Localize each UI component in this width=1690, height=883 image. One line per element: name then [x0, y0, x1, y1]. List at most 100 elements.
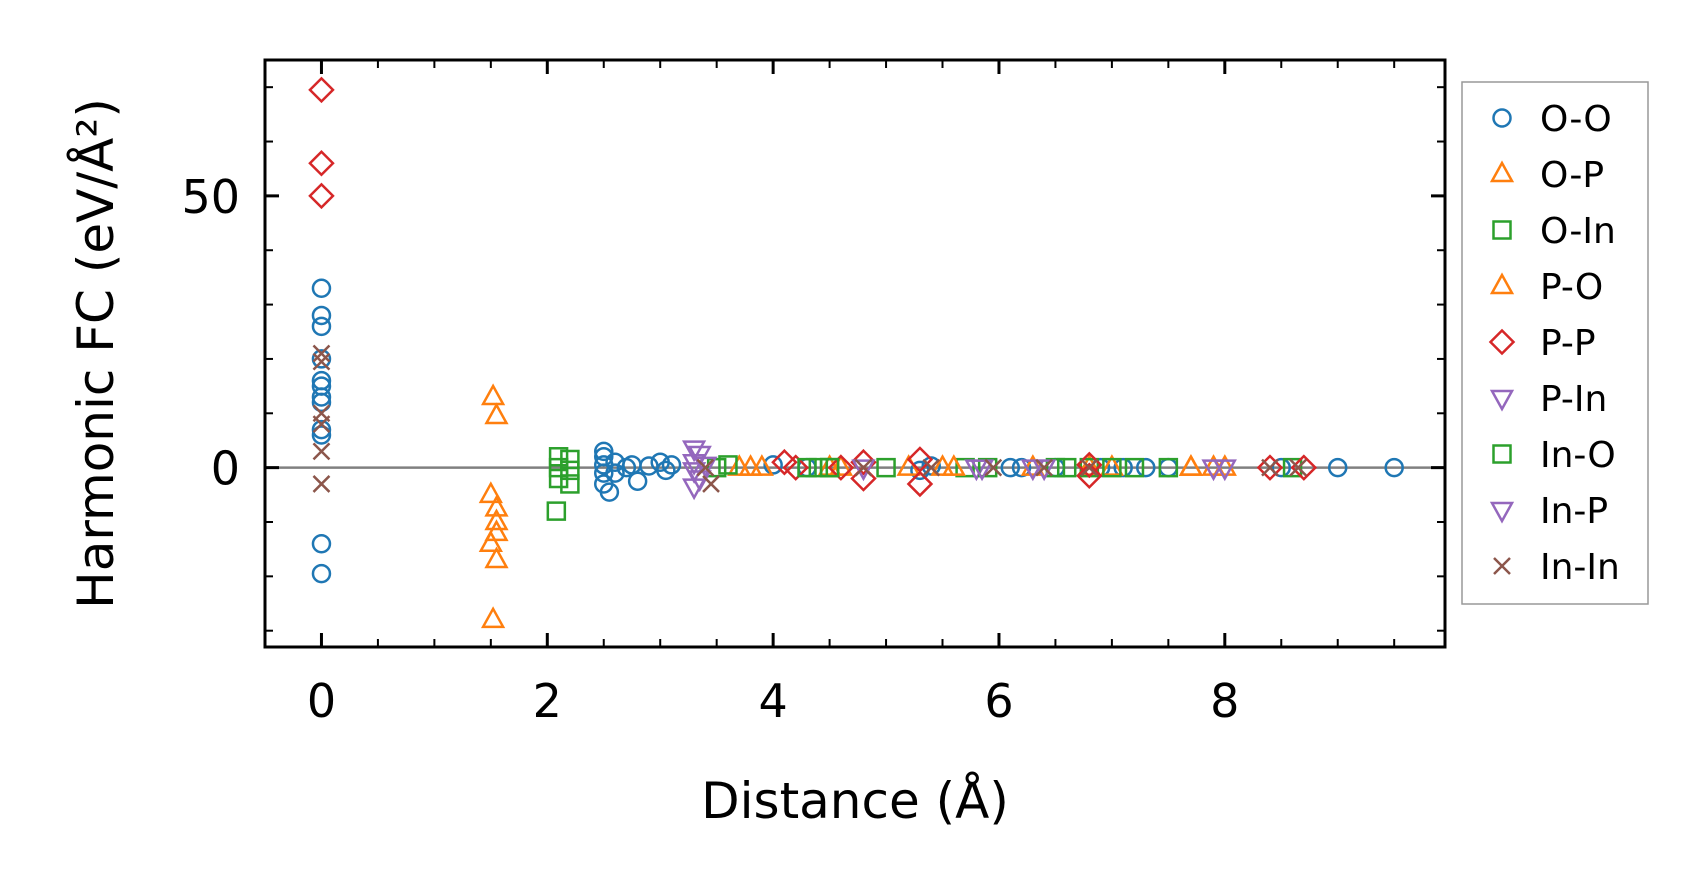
x-tick-label: 8	[1210, 674, 1239, 728]
data-point	[1178, 454, 1204, 476]
data-point	[312, 442, 331, 461]
data-point	[1113, 457, 1133, 478]
data-point	[797, 457, 817, 478]
data-point	[850, 448, 877, 476]
data-point	[311, 425, 332, 445]
x-tick-label: 2	[533, 674, 562, 728]
data-point	[560, 460, 580, 481]
data-point	[706, 457, 727, 478]
data-point	[1000, 457, 1021, 478]
data-point	[478, 481, 503, 504]
legend-entry: P-O	[1540, 267, 1603, 308]
legend-marker	[1492, 220, 1512, 240]
data-point	[311, 305, 332, 326]
data-point	[311, 392, 332, 413]
data-point	[560, 449, 580, 470]
data-point	[1077, 454, 1102, 476]
data-point	[656, 460, 676, 481]
x-tick-label: 0	[307, 674, 336, 728]
data-point	[1080, 458, 1099, 477]
data-point	[771, 448, 798, 476]
data-point	[311, 533, 332, 554]
data-point	[560, 474, 580, 494]
data-point	[1158, 457, 1179, 478]
data-point	[478, 530, 503, 552]
data-point	[819, 457, 840, 478]
data-point	[906, 470, 934, 498]
legend-entry: O-In	[1540, 211, 1616, 252]
data-point	[969, 459, 995, 482]
data-point	[718, 455, 738, 475]
data-point	[1056, 457, 1077, 478]
data-point	[1261, 458, 1279, 477]
data-point	[955, 457, 975, 478]
data-point	[311, 419, 332, 440]
data-point	[1289, 458, 1308, 477]
legend-entry: In-O	[1540, 435, 1616, 476]
data-point	[827, 454, 855, 481]
legend-entry: In-In	[1540, 547, 1620, 588]
legend-entry: P-In	[1540, 379, 1607, 420]
data-point	[312, 475, 331, 493]
data-point	[594, 441, 614, 462]
data-point	[693, 456, 718, 479]
data-point	[1290, 454, 1318, 481]
plot-frame	[263, 58, 1447, 649]
y-tick-label: 50	[181, 170, 240, 224]
data-point	[876, 457, 896, 478]
legend-entry: O-P	[1540, 155, 1604, 196]
data-point	[681, 478, 707, 501]
data-point	[763, 455, 783, 475]
data-point	[312, 352, 331, 371]
data-point	[661, 455, 682, 475]
data-point	[312, 344, 331, 363]
x-axis-label: Distance (Å)	[701, 772, 1009, 830]
data-point	[1011, 457, 1032, 478]
legend-marker	[1489, 272, 1515, 295]
legend: O-O O-P O-In P-O P-P P-In In-O In-P In-In	[1461, 81, 1649, 605]
data-point	[484, 402, 509, 425]
legend-marker	[1489, 389, 1515, 412]
data-point	[1256, 454, 1284, 481]
y-axis-label: Harmonic FC (eV/Å²)	[67, 98, 125, 609]
data-point	[782, 454, 809, 481]
data-point	[1178, 454, 1204, 476]
data-point	[808, 457, 829, 478]
data-point	[1102, 457, 1122, 478]
data-point	[922, 458, 941, 477]
data-point	[480, 383, 506, 406]
data-point	[594, 463, 614, 483]
legend-marker	[1493, 557, 1511, 575]
data-point	[308, 150, 335, 177]
x-tick-label: 6	[984, 674, 1013, 728]
legend-marker	[1488, 328, 1516, 356]
legend-entry: O-O	[1540, 99, 1612, 140]
legend-marker	[1492, 444, 1512, 464]
data-point	[1032, 459, 1057, 482]
data-point	[484, 508, 509, 531]
data-points	[308, 76, 1404, 629]
x-tick-label: 4	[758, 674, 787, 728]
data-point	[311, 387, 332, 407]
data-point	[639, 456, 659, 476]
data-point	[548, 447, 569, 467]
data-point	[480, 606, 506, 629]
tick-labels: 0 2 4 6 8 0 50	[181, 170, 1239, 728]
data-point	[702, 475, 720, 493]
data-point	[312, 415, 331, 434]
data-point	[605, 463, 625, 483]
data-point	[311, 563, 332, 584]
axis-ticks	[264, 60, 1445, 647]
data-point	[749, 454, 774, 476]
data-point	[1045, 457, 1066, 478]
data-point	[311, 278, 332, 299]
data-point	[1035, 458, 1054, 477]
data-point	[308, 182, 335, 210]
data-point	[977, 457, 998, 478]
data-point	[696, 458, 715, 477]
data-point	[599, 482, 620, 502]
data-point	[828, 454, 854, 476]
legend-entry: P-P	[1540, 323, 1596, 364]
legend-marker	[1489, 160, 1515, 183]
